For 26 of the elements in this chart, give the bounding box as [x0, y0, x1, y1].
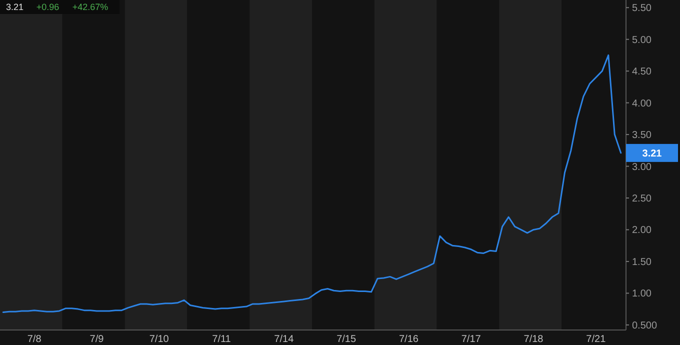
x-tick-label: 7/9: [90, 334, 104, 345]
x-tick-label: 7/10: [149, 334, 170, 345]
y-tick-label: 0.500: [632, 320, 658, 332]
y-tick-label: 4.50: [632, 66, 652, 78]
y-tick-label: 5.50: [632, 3, 652, 14]
y-tick-label: 2.00: [632, 225, 652, 236]
line-series: [2, 54, 622, 313]
y-tick-label: 1.50: [632, 256, 652, 268]
x-tick-label: 7/18: [524, 334, 544, 345]
x-tick-label: 7/8: [27, 334, 42, 345]
x-tick-label: 7/17: [461, 334, 482, 345]
annotation: +0.96: [36, 2, 60, 12]
annotation: +42.67%: [72, 2, 108, 12]
x-tick-label: 7/11: [212, 334, 232, 345]
x-tick-label: 7/21: [586, 334, 606, 345]
text: 3.21: [642, 148, 662, 160]
x-tick-label: 7/14: [274, 334, 294, 345]
y-tick-label: 2.50: [632, 194, 652, 204]
x-tick-label: 7/15: [336, 334, 356, 345]
y-tick-label: 4.00: [632, 98, 652, 110]
y-tick-label: 5.00: [632, 34, 652, 46]
x-tick-label: 7/16: [398, 334, 419, 345]
y-tick-label: 3.50: [632, 130, 652, 142]
annotation: 3.21: [6, 2, 24, 12]
y-tick-label: 1.00: [632, 288, 652, 300]
y-tick-label: 3.00: [632, 162, 652, 173]
